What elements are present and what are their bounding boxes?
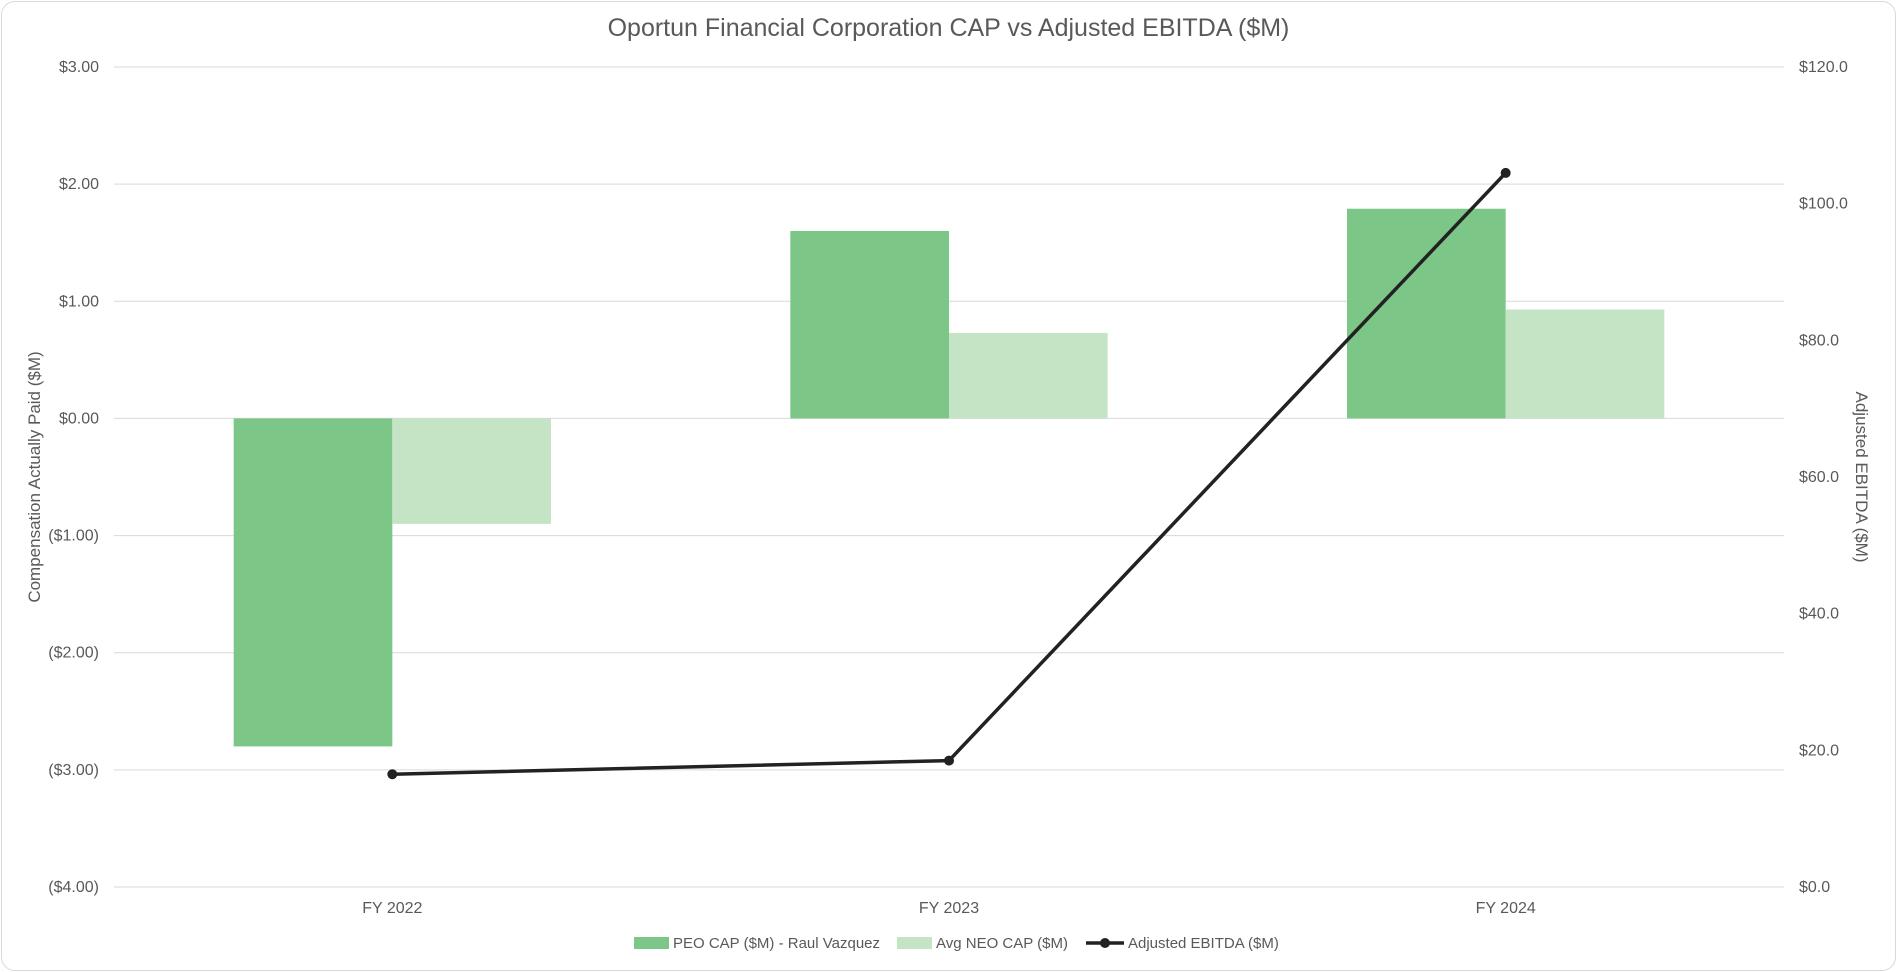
- chart-title: Oportun Financial Corporation CAP vs Adj…: [607, 14, 1290, 42]
- bar: [1505, 309, 1665, 419]
- right-axis-title: Adjusted EBITDA ($M): [1852, 391, 1871, 562]
- x-tick-label: FY 2022: [362, 900, 422, 917]
- right-tick-label: $60.0: [1799, 469, 1839, 486]
- legend-swatch: [897, 937, 932, 949]
- legend-marker: [1100, 938, 1110, 948]
- right-tick-label: $0.0: [1799, 879, 1830, 896]
- bar: [790, 231, 949, 419]
- ebitda-line: [387, 167, 1511, 780]
- right-tick-label: $100.0: [1799, 196, 1848, 213]
- left-tick-label: $3.00: [59, 59, 99, 76]
- x-axis-labels: FY 2022 FY 2023 FY 2024: [362, 900, 1536, 917]
- line-point: [1500, 167, 1511, 178]
- left-tick-label: $2.00: [59, 176, 99, 193]
- x-tick-label: FY 2024: [1476, 900, 1536, 917]
- x-tick-label: FY 2023: [919, 900, 979, 917]
- right-tick-label: $80.0: [1799, 332, 1839, 349]
- bar: [949, 332, 1108, 419]
- line-point: [387, 769, 398, 780]
- left-tick-label: ($2.00): [48, 645, 99, 662]
- left-tick-label: $1.00: [59, 293, 99, 310]
- left-tick-label: ($1.00): [48, 528, 99, 545]
- bars: [233, 208, 1665, 747]
- left-tick-label: ($3.00): [48, 762, 99, 779]
- right-axis-ticks: $120.0 $100.0 $80.0 $60.0 $40.0 $20.0 $0.0: [1799, 59, 1848, 896]
- line-point: [944, 755, 954, 766]
- legend-swatch: [634, 937, 669, 949]
- legend-label: Adjusted EBITDA ($M): [1128, 935, 1279, 952]
- right-tick-label: $40.0: [1799, 606, 1839, 623]
- bar: [392, 418, 551, 524]
- left-axis-title: Compensation Actually Paid ($M): [25, 351, 44, 602]
- bar: [233, 418, 393, 747]
- right-tick-label: $20.0: [1799, 742, 1839, 759]
- left-axis-ticks: $3.00 $2.00 $1.00 $0.00 ($1.00) ($2.00) ($3.00…: [48, 59, 99, 896]
- right-tick-label: $120.0: [1799, 59, 1848, 76]
- legend-label: Avg NEO CAP ($M): [936, 935, 1068, 952]
- left-tick-label: ($4.00): [48, 879, 99, 896]
- legend-label: PEO CAP ($M) - Raul Vazquez: [673, 935, 880, 952]
- legend: PEO CAP ($M) - Raul Vazquez Avg NEO CAP (…: [634, 935, 1279, 952]
- left-tick-label: $0.00: [59, 410, 99, 427]
